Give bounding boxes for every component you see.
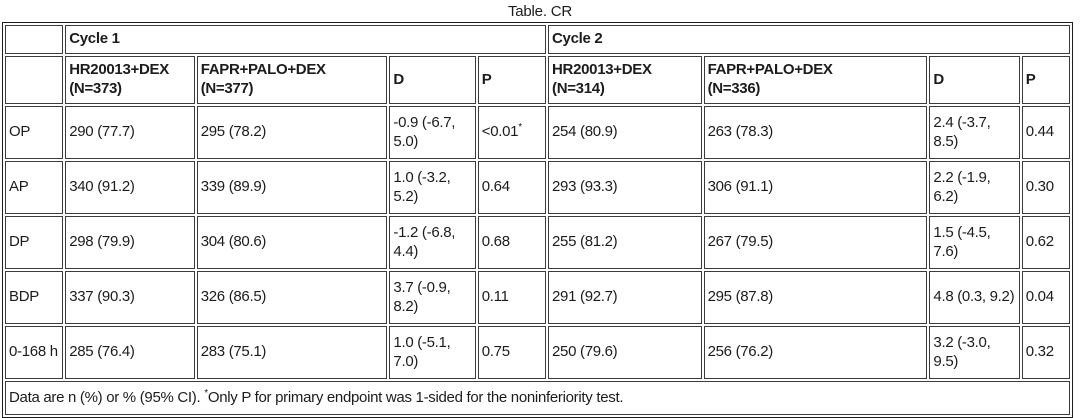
table-cell: 283 (75.1) bbox=[196, 326, 388, 379]
table-cell: 295 (87.8) bbox=[703, 271, 928, 324]
col-header-c2-p: P bbox=[1021, 56, 1070, 104]
col-header-n: (N=373) bbox=[69, 80, 122, 97]
table-cell: 2.2 (-1.9, 6.2) bbox=[929, 161, 1020, 214]
table-cell: 0.11 bbox=[477, 271, 546, 324]
table-cell: 340 (91.2) bbox=[65, 161, 195, 214]
table-cell: 0.04 bbox=[1021, 271, 1070, 324]
table-cell: 0.44 bbox=[1021, 106, 1070, 159]
col-header-name: P bbox=[481, 70, 492, 88]
table-cell: -1.2 (-6.8, 4.4) bbox=[389, 216, 476, 269]
p-value: 0.44 bbox=[1025, 123, 1054, 141]
column-header-row: HR20013+DEX (N=373) FAPR+PALO+DEX (N=377) … bbox=[5, 56, 1070, 104]
p-value-asterisk: * bbox=[518, 122, 522, 134]
table-row-dp: DP 298 (79.9) 304 (80.6) -1.2 (-6.8, 4.4… bbox=[5, 216, 1070, 269]
table-cell: 0.32 bbox=[1021, 326, 1070, 379]
footnote-cell: Data are n (%) or % (95% CI). *Only P fo… bbox=[5, 381, 1070, 415]
group-header-row: Cycle 1 Cycle 2 bbox=[5, 25, 1070, 54]
p-value: 0.62 bbox=[1025, 233, 1054, 251]
cr-table: Cycle 1 Cycle 2 HR20013+DEX (N=373) FAPR+… bbox=[2, 22, 1073, 418]
table-cell: 1.0 (-5.1, 7.0) bbox=[389, 326, 476, 379]
p-value: 0.30 bbox=[1025, 178, 1054, 196]
table-cell: 256 (76.2) bbox=[703, 326, 928, 379]
footnote-text: Only P for primary endpoint was 1-sided … bbox=[207, 388, 624, 406]
col-header-c1-d: D bbox=[389, 56, 476, 104]
table-cell: 337 (90.3) bbox=[65, 271, 195, 324]
p-value: 0.11 bbox=[481, 288, 509, 306]
row-label: AP bbox=[5, 161, 64, 214]
table-cell: 326 (86.5) bbox=[196, 271, 388, 324]
table-row-op: OP 290 (77.7) 295 (78.2) -0.9 (-6.7, 5.0… bbox=[5, 106, 1070, 159]
table-cell: 0.75 bbox=[477, 326, 546, 379]
table-row-ap: AP 340 (91.2) 339 (89.9) 1.0 (-3.2, 5.2)… bbox=[5, 161, 1070, 214]
table-cell: 254 (80.9) bbox=[548, 106, 702, 159]
col-header-c2-hr20013: HR20013+DEX (N=314) bbox=[548, 56, 702, 104]
row-label: BDP bbox=[5, 271, 64, 324]
p-value: 0.75 bbox=[481, 343, 510, 361]
table-cell: 263 (78.3) bbox=[703, 106, 928, 159]
table-cell: 293 (93.3) bbox=[548, 161, 702, 214]
p-value: 0.64 bbox=[481, 178, 510, 196]
corner-cell-bottom bbox=[5, 56, 64, 104]
footnote-row: Data are n (%) or % (95% CI). *Only P fo… bbox=[5, 381, 1070, 415]
p-value: 0.68 bbox=[481, 233, 510, 251]
table-cell: 2.4 (-3.7, 8.5) bbox=[929, 106, 1020, 159]
row-label: 0-168 h bbox=[5, 326, 64, 379]
col-header-name: FAPR+PALO+DEX bbox=[707, 61, 833, 79]
footnote-asterisk: * bbox=[204, 387, 208, 399]
col-header-n: (N=336) bbox=[707, 80, 761, 97]
table-cell: 3.7 (-0.9, 8.2) bbox=[389, 271, 476, 324]
col-header-c1-p: P bbox=[477, 56, 546, 104]
table-cell: 267 (79.5) bbox=[703, 216, 928, 269]
table-cell: 0.64 bbox=[477, 161, 546, 214]
row-label: OP bbox=[5, 106, 64, 159]
col-header-name: HR20013+DEX bbox=[69, 61, 169, 79]
p-value: <0.01 bbox=[481, 123, 519, 141]
table-cell: 3.2 (-3.0, 9.5) bbox=[929, 326, 1020, 379]
table-cell: 339 (89.9) bbox=[196, 161, 388, 214]
group-header-cycle1: Cycle 1 bbox=[65, 25, 546, 54]
col-header-c2-fapr: FAPR+PALO+DEX (N=336) bbox=[703, 56, 928, 104]
col-header-c2-d: D bbox=[929, 56, 1020, 104]
col-header-name: P bbox=[1025, 70, 1036, 88]
table-cell: 4.8 (0.3, 9.2) bbox=[929, 271, 1020, 324]
p-value: 0.32 bbox=[1025, 343, 1054, 361]
table-cell: 250 (79.6) bbox=[548, 326, 702, 379]
table-row-0-168h: 0-168 h 285 (76.4) 283 (75.1) 1.0 (-5.1,… bbox=[5, 326, 1070, 379]
group-header-cycle2: Cycle 2 bbox=[548, 25, 1070, 54]
table-cell: 0.30 bbox=[1021, 161, 1070, 214]
col-header-n: (N=314) bbox=[552, 80, 605, 97]
table-cell: 0.62 bbox=[1021, 216, 1070, 269]
col-header-n: (N=377) bbox=[200, 80, 254, 97]
footnote-text: Data are n (%) or % (95% CI). bbox=[9, 388, 205, 406]
p-value: 0.04 bbox=[1025, 288, 1054, 306]
table-cell: -0.9 (-6.7, 5.0) bbox=[389, 106, 476, 159]
table-title: Table. CR bbox=[507, 3, 573, 20]
col-header-name: D bbox=[933, 70, 944, 88]
table-cell: 304 (80.6) bbox=[196, 216, 388, 269]
corner-cell-top bbox=[5, 25, 64, 54]
table-cell: 255 (81.2) bbox=[548, 216, 702, 269]
table-cell: 0.68 bbox=[477, 216, 546, 269]
col-header-name: D bbox=[393, 70, 404, 88]
table-cell: 306 (91.1) bbox=[703, 161, 928, 214]
col-header-c1-hr20013: HR20013+DEX (N=373) bbox=[65, 56, 195, 104]
table-row-bdp: BDP 337 (90.3) 326 (86.5) 3.7 (-0.9, 8.2… bbox=[5, 271, 1070, 324]
col-header-name: FAPR+PALO+DEX bbox=[200, 61, 326, 79]
col-header-name: HR20013+DEX bbox=[552, 61, 652, 79]
col-header-c1-fapr: FAPR+PALO+DEX (N=377) bbox=[196, 56, 388, 104]
table-cell: 295 (78.2) bbox=[196, 106, 388, 159]
table-cell: 291 (92.7) bbox=[548, 271, 702, 324]
table-cell: 290 (77.7) bbox=[65, 106, 195, 159]
table-cell: <0.01* bbox=[477, 106, 546, 159]
table-cell: 285 (76.4) bbox=[65, 326, 195, 379]
table-cell: 1.0 (-3.2, 5.2) bbox=[389, 161, 476, 214]
row-label: DP bbox=[5, 216, 64, 269]
table-cell: 298 (79.9) bbox=[65, 216, 195, 269]
table-cell: 1.5 (-4.5, 7.6) bbox=[929, 216, 1020, 269]
